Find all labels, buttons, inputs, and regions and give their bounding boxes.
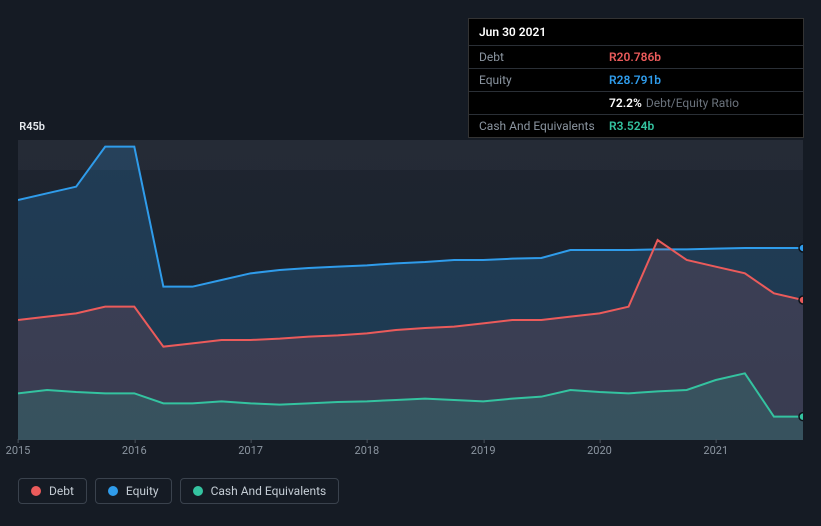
tooltip-row-label: Debt <box>479 50 609 64</box>
tooltip-row: Cash And EquivalentsR3.524b <box>469 115 803 137</box>
series-end-marker <box>799 296 803 304</box>
x-tick: 2021 <box>703 444 728 457</box>
x-tick: 2015 <box>6 444 31 457</box>
tooltip-row-value: R3.524b <box>609 119 654 133</box>
x-tick: 2018 <box>355 444 380 457</box>
legend: Debt Equity Cash And Equivalents <box>18 478 339 504</box>
legend-item[interactable]: Equity <box>95 478 172 504</box>
series-end-marker <box>799 413 803 421</box>
x-tick: 2017 <box>238 444 263 457</box>
legend-dot-icon <box>31 486 41 496</box>
tooltip-row: EquityR28.791b <box>469 69 803 92</box>
x-axis: 2015201620172018201920202021 <box>18 444 803 464</box>
legend-dot-icon <box>193 486 203 496</box>
chart-area[interactable] <box>18 140 803 440</box>
series-end-marker <box>799 244 803 252</box>
legend-dot-icon <box>108 486 118 496</box>
tooltip-row: DebtR20.786b <box>469 46 803 69</box>
legend-label: Cash And Equivalents <box>211 484 327 498</box>
tooltip-row-label: Equity <box>479 73 609 87</box>
tooltip-row-suffix: Debt/Equity Ratio <box>646 96 739 110</box>
legend-item[interactable]: Debt <box>18 478 87 504</box>
tooltip-row-value: 72.2%Debt/Equity Ratio <box>609 96 739 110</box>
legend-label: Equity <box>126 484 159 498</box>
chart-tooltip: Jun 30 2021 DebtR20.786bEquityR28.791b72… <box>468 18 804 138</box>
tooltip-row-value: R28.791b <box>609 73 661 87</box>
x-tick: 2016 <box>122 444 147 457</box>
tooltip-row-value: R20.786b <box>609 50 661 64</box>
x-tick: 2019 <box>471 444 496 457</box>
tooltip-date: Jun 30 2021 <box>469 19 803 46</box>
tooltip-row: 72.2%Debt/Equity Ratio <box>469 92 803 115</box>
legend-label: Debt <box>49 484 74 498</box>
legend-item[interactable]: Cash And Equivalents <box>180 478 340 504</box>
y-axis-max: R45b <box>0 120 45 133</box>
tooltip-row-label <box>479 96 609 110</box>
area-chart <box>18 140 803 440</box>
x-tick: 2020 <box>587 444 612 457</box>
tooltip-row-label: Cash And Equivalents <box>479 119 609 133</box>
